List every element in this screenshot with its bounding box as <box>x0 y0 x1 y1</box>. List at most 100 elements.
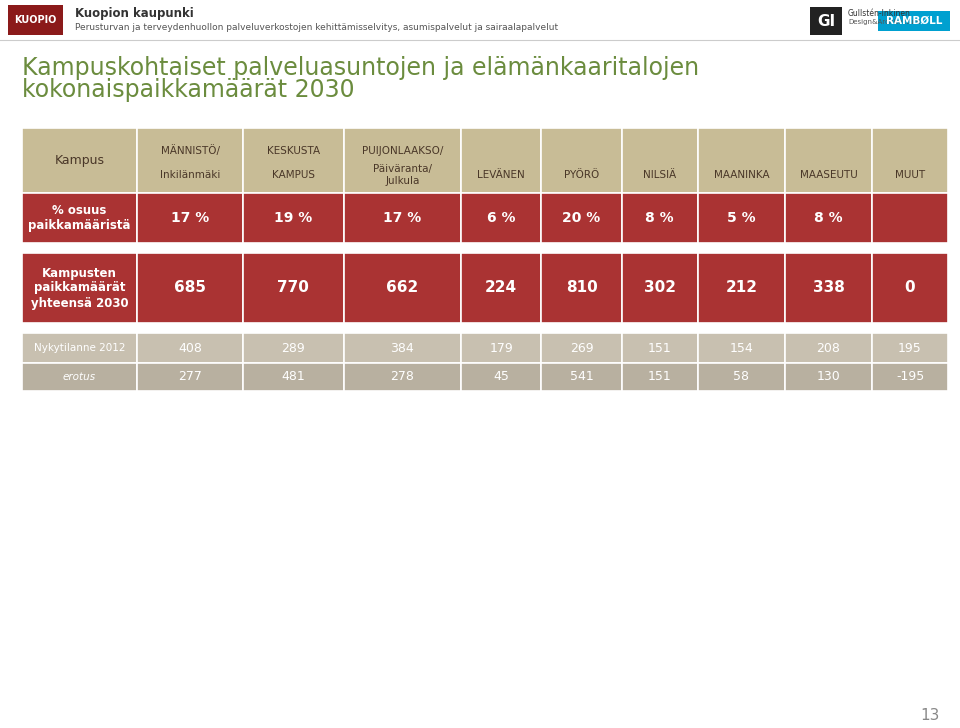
FancyBboxPatch shape <box>785 333 872 363</box>
Text: KESKUSTA: KESKUSTA <box>267 146 320 156</box>
FancyBboxPatch shape <box>461 128 541 193</box>
FancyBboxPatch shape <box>243 253 344 323</box>
Text: Kuopion kaupunki: Kuopion kaupunki <box>75 7 194 20</box>
FancyBboxPatch shape <box>872 128 948 193</box>
FancyBboxPatch shape <box>461 333 541 363</box>
FancyBboxPatch shape <box>698 193 785 243</box>
FancyBboxPatch shape <box>541 128 622 193</box>
FancyBboxPatch shape <box>461 193 541 243</box>
Text: -195: -195 <box>896 371 924 384</box>
Text: 17 %: 17 % <box>383 211 421 225</box>
Text: Nykytilanne 2012: Nykytilanne 2012 <box>34 343 125 353</box>
Text: % osuus
paikkamääristä: % osuus paikkamääristä <box>28 204 131 232</box>
FancyBboxPatch shape <box>8 5 63 35</box>
FancyBboxPatch shape <box>785 253 872 323</box>
Text: 541: 541 <box>569 371 593 384</box>
Text: 269: 269 <box>570 341 593 355</box>
FancyBboxPatch shape <box>243 363 344 391</box>
Text: 0: 0 <box>904 280 915 296</box>
FancyBboxPatch shape <box>698 363 785 391</box>
FancyBboxPatch shape <box>785 363 872 391</box>
FancyBboxPatch shape <box>785 128 872 193</box>
Text: PYÖRÖ: PYÖRÖ <box>564 170 599 180</box>
FancyBboxPatch shape <box>22 333 137 363</box>
FancyBboxPatch shape <box>541 193 622 243</box>
FancyBboxPatch shape <box>872 333 948 363</box>
FancyBboxPatch shape <box>461 363 541 391</box>
Text: KAMPUS: KAMPUS <box>272 170 315 180</box>
Text: MÄNNISTÖ/: MÄNNISTÖ/ <box>160 146 220 157</box>
Text: MAASEUTU: MAASEUTU <box>800 170 857 180</box>
FancyBboxPatch shape <box>137 253 243 323</box>
Text: 45: 45 <box>493 371 509 384</box>
FancyBboxPatch shape <box>243 128 344 193</box>
FancyBboxPatch shape <box>872 363 948 391</box>
FancyBboxPatch shape <box>22 193 137 243</box>
Text: NILSIÄ: NILSIÄ <box>643 170 677 180</box>
Text: PUIJONLAAKSO/: PUIJONLAAKSO/ <box>362 146 443 156</box>
Text: Inkilänmäki: Inkilänmäki <box>160 170 220 180</box>
Text: Perusturvan ja terveydenhuollon palveluverkostojen kehittämisselvitys, asumispal: Perusturvan ja terveydenhuollon palveluv… <box>75 23 558 31</box>
FancyBboxPatch shape <box>698 333 785 363</box>
FancyBboxPatch shape <box>810 7 842 35</box>
Text: 338: 338 <box>812 280 845 296</box>
Text: GI: GI <box>817 14 835 28</box>
FancyBboxPatch shape <box>344 363 461 391</box>
FancyBboxPatch shape <box>541 253 622 323</box>
FancyBboxPatch shape <box>243 333 344 363</box>
Text: 810: 810 <box>565 280 597 296</box>
Text: 179: 179 <box>490 341 513 355</box>
FancyBboxPatch shape <box>137 363 243 391</box>
Text: 208: 208 <box>817 341 840 355</box>
Text: 6 %: 6 % <box>487 211 516 225</box>
Text: 19 %: 19 % <box>275 211 313 225</box>
FancyBboxPatch shape <box>22 128 137 193</box>
FancyBboxPatch shape <box>137 333 243 363</box>
FancyBboxPatch shape <box>137 128 243 193</box>
Text: 770: 770 <box>277 280 309 296</box>
FancyBboxPatch shape <box>541 363 622 391</box>
Text: 8 %: 8 % <box>814 211 843 225</box>
FancyBboxPatch shape <box>622 253 698 323</box>
Text: 20 %: 20 % <box>563 211 601 225</box>
Text: kokonaispaikkamäärät 2030: kokonaispaikkamäärät 2030 <box>22 78 354 102</box>
Text: 277: 277 <box>179 371 202 384</box>
FancyBboxPatch shape <box>785 193 872 243</box>
FancyBboxPatch shape <box>698 128 785 193</box>
Text: 212: 212 <box>726 280 757 296</box>
Text: Kampusten
paikkamäärät
yhteensä 2030: Kampusten paikkamäärät yhteensä 2030 <box>31 266 129 309</box>
FancyBboxPatch shape <box>541 333 622 363</box>
Text: 13: 13 <box>921 708 940 724</box>
Text: 408: 408 <box>179 341 202 355</box>
FancyBboxPatch shape <box>344 128 461 193</box>
Text: 384: 384 <box>391 341 414 355</box>
FancyBboxPatch shape <box>461 253 541 323</box>
Text: MAANINKA: MAANINKA <box>713 170 769 180</box>
Text: 58: 58 <box>733 371 750 384</box>
FancyBboxPatch shape <box>622 333 698 363</box>
Text: 302: 302 <box>644 280 676 296</box>
Text: MUUT: MUUT <box>895 170 925 180</box>
Text: 195: 195 <box>899 341 922 355</box>
Text: KUOPIO: KUOPIO <box>13 15 57 25</box>
Text: 5 %: 5 % <box>727 211 756 225</box>
FancyBboxPatch shape <box>622 193 698 243</box>
Text: Gullstén-Inkinen: Gullstén-Inkinen <box>848 9 911 18</box>
Text: 685: 685 <box>174 280 206 296</box>
FancyBboxPatch shape <box>243 193 344 243</box>
Text: 289: 289 <box>281 341 305 355</box>
Text: 662: 662 <box>386 280 419 296</box>
FancyBboxPatch shape <box>622 128 698 193</box>
FancyBboxPatch shape <box>344 253 461 323</box>
Text: 154: 154 <box>730 341 754 355</box>
Text: Kampuskohtaiset palveluasuntojen ja elämänkaaritalojen: Kampuskohtaiset palveluasuntojen ja eläm… <box>22 56 699 80</box>
Text: Päiväranta/
Julkula: Päiväranta/ Julkula <box>372 164 432 186</box>
FancyBboxPatch shape <box>344 333 461 363</box>
FancyBboxPatch shape <box>622 363 698 391</box>
FancyBboxPatch shape <box>137 193 243 243</box>
FancyBboxPatch shape <box>22 363 137 391</box>
Text: LEVÄNEN: LEVÄNEN <box>477 170 525 180</box>
Text: erotus: erotus <box>63 372 96 382</box>
FancyBboxPatch shape <box>22 253 137 323</box>
Text: 481: 481 <box>281 371 305 384</box>
